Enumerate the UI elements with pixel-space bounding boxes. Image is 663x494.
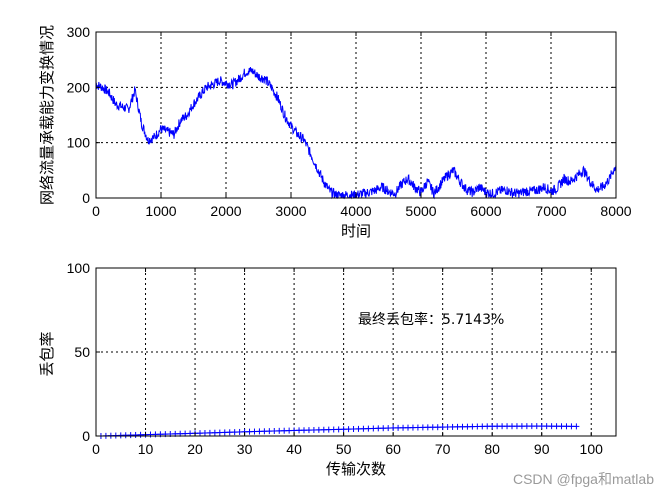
bottom-xtick-label: 80 <box>484 441 500 457</box>
bottom-grid <box>96 268 616 436</box>
top-xtick-label: 3000 <box>275 203 306 219</box>
top-xtick-label: 7000 <box>535 203 566 219</box>
bottom-ytick-label: 100 <box>67 260 91 276</box>
top-xlabel: 时间 <box>341 222 371 240</box>
bottom-ticks: 0 10 20 30 40 50 60 70 80 90 100 0 50 100 <box>67 260 616 457</box>
bottom-ytick-label: 50 <box>74 344 90 360</box>
bottom-xtick-label: 70 <box>435 441 451 457</box>
bottom-ylabel: 丢包率 <box>38 331 56 376</box>
top-xtick-label: 2000 <box>210 203 241 219</box>
bottom-xtick-label: 60 <box>385 441 401 457</box>
top-ytick-label: 0 <box>82 190 90 206</box>
bottom-ytick-label: 0 <box>82 428 90 444</box>
loss-annotation: 最终丢包率：5.7143% <box>358 311 504 328</box>
bottom-xtick-label: 10 <box>138 441 154 457</box>
top-chart: 0 1000 2000 3000 4000 5000 6000 7000 8000 0 100 200… <box>38 24 632 240</box>
top-xtick-label: 4000 <box>340 203 371 219</box>
top-ticks: 0 1000 2000 3000 4000 5000 6000 7000 8000 0 100 200… <box>67 24 632 219</box>
top-ytick-label: 100 <box>67 135 91 151</box>
bottom-xlabel: 传输次数 <box>326 460 386 478</box>
bottom-xtick-label: 40 <box>286 441 302 457</box>
top-grid <box>96 32 616 198</box>
top-xtick-label: 5000 <box>405 203 436 219</box>
bottom-xtick-label: 100 <box>580 441 604 457</box>
top-xtick-label: 1000 <box>145 203 176 219</box>
bottom-xtick-label: 20 <box>187 441 203 457</box>
top-xtick-label: 8000 <box>600 203 631 219</box>
bottom-xtick-label: 30 <box>237 441 253 457</box>
top-ytick-label: 200 <box>67 79 91 95</box>
top-xtick-label: 6000 <box>470 203 501 219</box>
top-ylabel: 网络流量承载能力变换情况 <box>38 25 56 205</box>
top-xtick-label: 0 <box>92 203 100 219</box>
loss-markers <box>97 423 580 439</box>
top-ytick-label: 300 <box>67 24 91 40</box>
bottom-xtick-label: 90 <box>534 441 550 457</box>
watermark: CSDN @fpga和matlab <box>513 471 654 487</box>
bottom-xtick-label: 50 <box>336 441 352 457</box>
bottom-chart: 0 10 20 30 40 50 60 70 80 90 100 0 50 100 最终丢包率：5.714… <box>38 260 617 478</box>
bottom-xtick-label: 0 <box>92 441 100 457</box>
